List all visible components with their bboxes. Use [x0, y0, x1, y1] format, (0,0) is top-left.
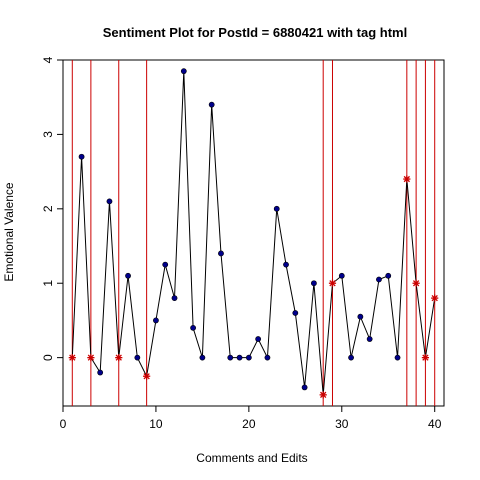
comment-point [134, 354, 141, 361]
y-tick-label: 1 [41, 280, 55, 287]
comment-point [78, 153, 85, 160]
comment-point [376, 276, 382, 283]
edit-point [328, 279, 337, 287]
edit-point [68, 354, 76, 362]
x-tick-label: 20 [242, 417, 256, 431]
edit-point [87, 354, 95, 362]
plot-area: 0 10 20 30 40 0 1 2 3 4 [41, 56, 445, 431]
comment-point [264, 354, 271, 361]
comment-point [385, 272, 392, 279]
x-tick-label: 40 [428, 417, 442, 431]
x-tick-label: 10 [149, 417, 163, 431]
comment-point [311, 280, 317, 287]
comment-point [283, 261, 289, 268]
comment-point [255, 336, 262, 342]
comment-point [218, 250, 224, 257]
x-tick-label: 30 [335, 417, 349, 431]
comment-point [125, 272, 131, 279]
comment-point [97, 369, 104, 376]
comment-point [338, 272, 345, 279]
comment-point [245, 354, 252, 361]
comment-point [292, 310, 299, 316]
comment-point [366, 336, 373, 342]
comment-point [190, 324, 196, 331]
comment-point [394, 354, 401, 361]
edit-point [115, 354, 123, 362]
edit-point [431, 294, 439, 302]
comment-point [236, 354, 243, 361]
y-tick-label: 2 [41, 205, 55, 212]
edit-point [421, 354, 430, 362]
x-axis-label: Comments and Edits [196, 451, 307, 465]
plot-frame [62, 59, 445, 407]
comment-point [301, 384, 308, 391]
comment-point [180, 68, 187, 75]
x-tick-label: 0 [60, 417, 67, 431]
y-tick-label: 4 [41, 56, 55, 63]
edit-point [412, 279, 420, 287]
comment-point [357, 313, 364, 320]
edit-point [143, 372, 151, 380]
comment-point [273, 205, 280, 212]
comment-point [106, 198, 113, 205]
comment-point [199, 354, 206, 361]
y-tick-label: 0 [41, 354, 55, 361]
comment-point [227, 354, 234, 361]
edit-point [403, 175, 411, 183]
chart-title: Sentiment Plot for PostId = 6880421 with… [103, 25, 407, 40]
comment-point [208, 101, 215, 108]
edit-point [319, 391, 327, 399]
comment-point [348, 354, 354, 361]
comment-point [171, 295, 178, 302]
y-tick-label: 3 [41, 131, 55, 138]
comment-point [153, 317, 159, 324]
comment-point [162, 261, 169, 268]
y-axis-label: Emotional Valence [2, 182, 16, 281]
sentiment-series-line [71, 71, 436, 395]
